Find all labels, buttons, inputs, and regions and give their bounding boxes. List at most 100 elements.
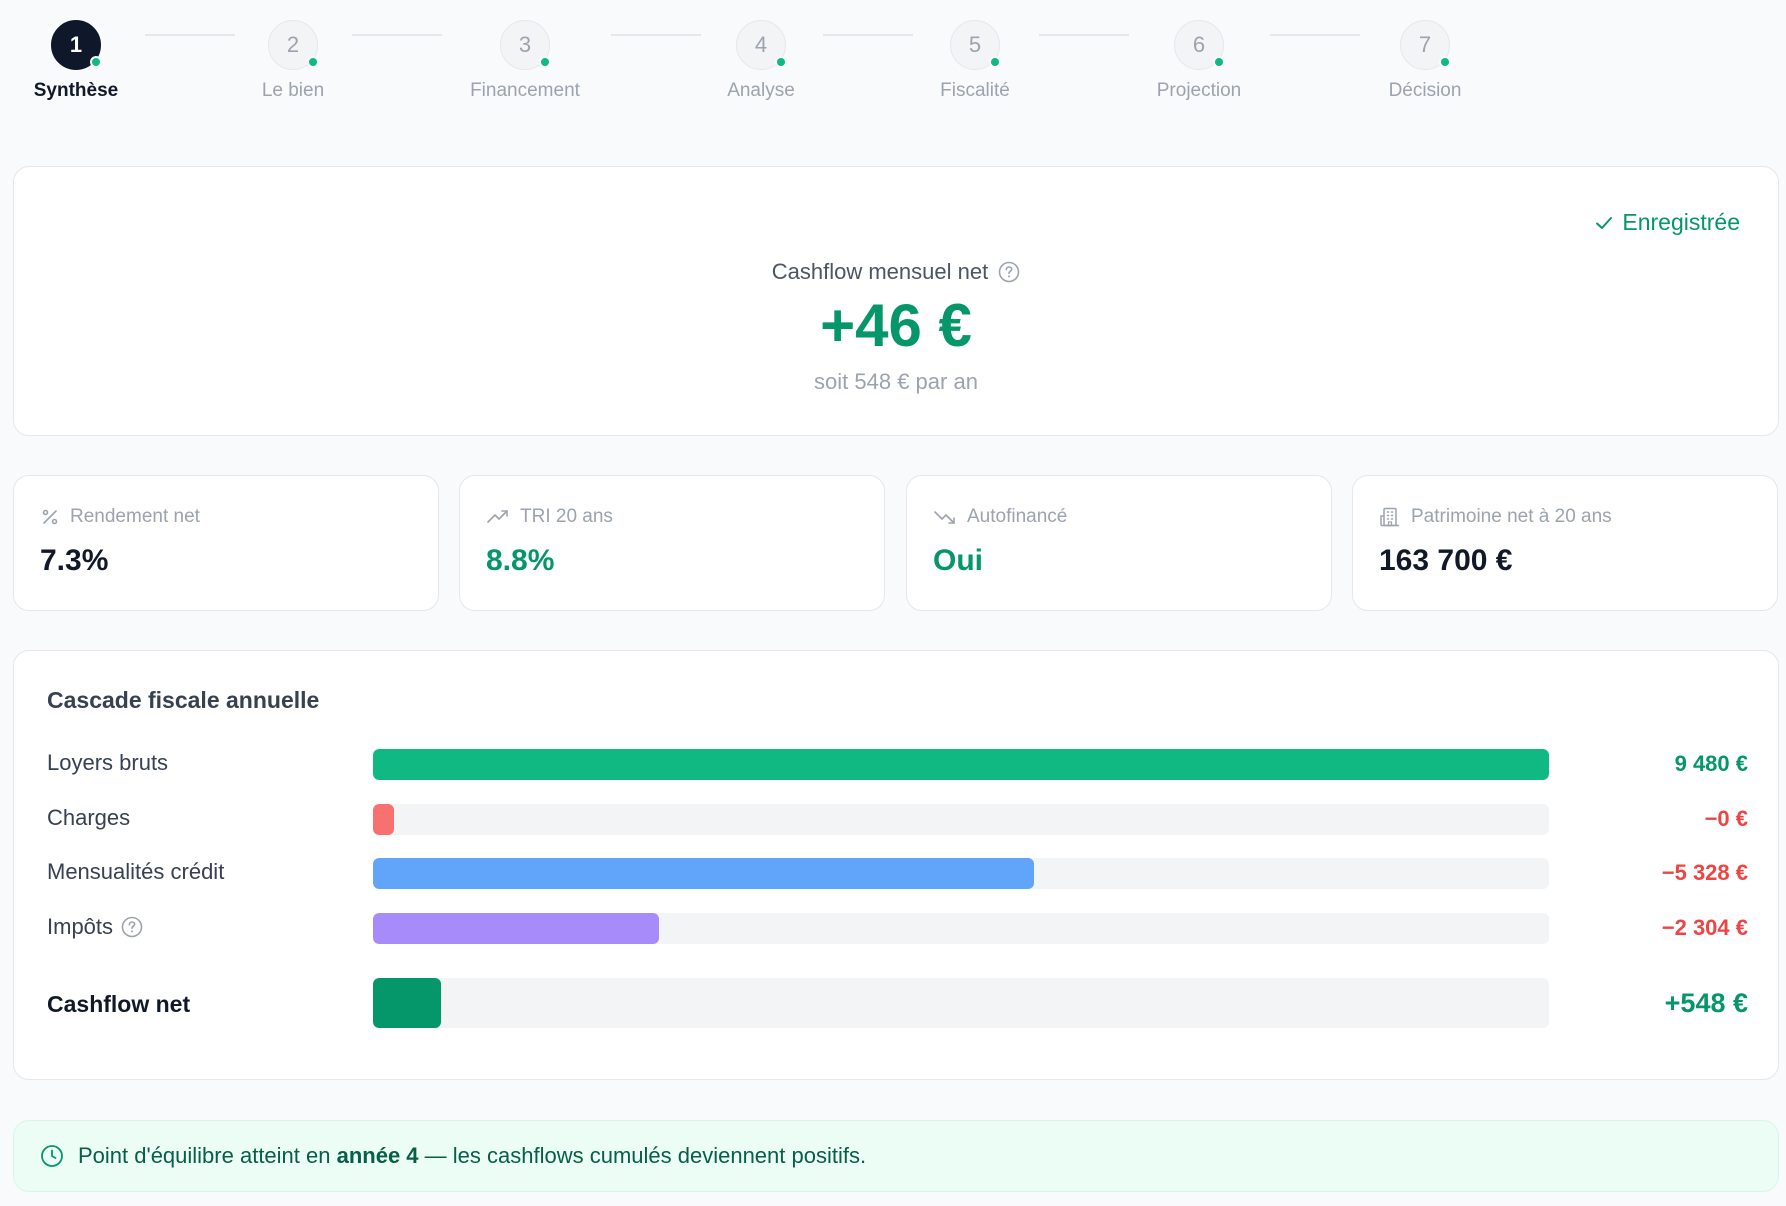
row-value: −2 304 € — [1661, 915, 1748, 940]
kpi-value: 8.8% — [486, 544, 555, 577]
kpi-header: Patrimoine net à 20 ans — [1379, 506, 1612, 528]
building-icon — [1380, 507, 1399, 527]
step-number-text: 4 — [754, 32, 768, 57]
step-number-text: 1 — [69, 32, 83, 57]
step-complete-dot — [90, 56, 102, 68]
step-complete-dot — [989, 56, 1001, 68]
step-complete-dot — [1439, 56, 1451, 68]
step-connector — [352, 34, 442, 36]
kpi-label: Rendement net — [70, 506, 200, 527]
kpi-value: 163 700 € — [1379, 544, 1513, 577]
trending-up-icon — [487, 510, 508, 523]
row-bar-track — [373, 804, 1549, 835]
row-bar-fill — [373, 858, 1034, 889]
row-label: Impôts — [47, 914, 143, 940]
kpi-card-rendement: Rendement net 7.3% — [13, 475, 439, 611]
row-value: 9 480 € — [1674, 751, 1748, 776]
trending-down-icon — [934, 511, 955, 524]
banner-text-after: — les cashflows cumulés deviennent posit… — [418, 1143, 867, 1168]
banner-text: Point d'équilibre atteint en année 4 — l… — [78, 1143, 866, 1169]
row-bar-fill — [373, 804, 395, 835]
step-3[interactable]: 3 Financement — [455, 20, 595, 102]
row-bar-fill — [373, 913, 659, 944]
row-value: +548 € — [1664, 988, 1748, 1018]
banner-text-before: Point d'équilibre atteint en — [78, 1143, 337, 1168]
step-number: 6 — [1174, 20, 1225, 70]
kpi-card-patrimoine: Patrimoine net à 20 ans 163 700 € — [1352, 475, 1778, 611]
cashflow-label: Cashflow mensuel net — [771, 259, 989, 284]
step-1[interactable]: 1 Synthèse — [6, 20, 146, 102]
step-label: Projection — [1156, 80, 1242, 101]
row-label-text: Cashflow net — [47, 991, 191, 1017]
step-6[interactable]: 6 Projection — [1129, 20, 1269, 102]
kpi-header: TRI 20 ans — [486, 506, 613, 528]
row-bar-track — [373, 858, 1549, 889]
step-connector — [611, 34, 701, 36]
step-number: 4 — [736, 20, 787, 70]
kpi-label: Autofinancé — [967, 506, 1068, 527]
step-number-text: 7 — [1418, 32, 1432, 57]
step-number-text: 5 — [968, 32, 982, 57]
step-number: 2 — [268, 20, 319, 70]
step-connector — [1270, 34, 1360, 36]
step-number-text: 2 — [286, 32, 300, 57]
step-label: Analyse — [727, 80, 795, 101]
row-bar-track — [373, 749, 1549, 780]
step-number: 7 — [1400, 20, 1451, 70]
row-label: Charges — [47, 805, 130, 831]
step-label: Fiscalité — [940, 80, 1010, 101]
step-label: Financement — [470, 80, 580, 101]
row-value: −0 € — [1704, 806, 1748, 831]
step-number: 5 — [950, 20, 1001, 70]
row-label: Cashflow net — [47, 991, 190, 1018]
step-connector — [1039, 34, 1129, 36]
step-5[interactable]: 5 Fiscalité — [905, 20, 1045, 102]
cascade-title: Cascade fiscale annuelle — [47, 687, 320, 713]
step-label: Synthèse — [33, 80, 119, 101]
step-complete-dot — [1213, 56, 1225, 68]
step-4[interactable]: 4 Analyse — [691, 20, 831, 102]
saved-status-label: Enregistrée — [1622, 209, 1740, 235]
cascade-fiscale-card: Cascade fiscale annuelle Loyers bruts 9 … — [13, 650, 1779, 1080]
clock-icon — [41, 1145, 63, 1167]
row-bar-fill — [373, 749, 1549, 780]
row-label: Mensualités crédit — [47, 859, 224, 885]
row-label-text: Mensualités crédit — [47, 859, 225, 884]
row-value: −5 328 € — [1661, 860, 1748, 885]
kpi-value: Oui — [933, 544, 983, 577]
break-even-banner: Point d'équilibre atteint en année 4 — l… — [13, 1120, 1779, 1192]
row-label-text: Charges — [47, 805, 131, 830]
kpi-label: TRI 20 ans — [520, 506, 613, 527]
step-number: 3 — [500, 20, 551, 70]
help-icon[interactable] — [998, 261, 1020, 283]
help-icon[interactable] — [121, 916, 143, 938]
step-complete-dot — [539, 56, 551, 68]
row-label-text: Loyers bruts — [47, 750, 169, 775]
kpi-label: Patrimoine net à 20 ans — [1411, 506, 1612, 527]
banner-highlight: année 4 — [336, 1143, 419, 1168]
percent-icon — [42, 509, 58, 525]
step-complete-dot — [775, 56, 787, 68]
step-7[interactable]: 7 Décision — [1355, 20, 1495, 102]
step-label: Décision — [1388, 80, 1462, 101]
row-label: Loyers bruts — [47, 750, 168, 776]
cashflow-annual: soit 548 € par an — [814, 369, 978, 394]
kpi-header: Rendement net — [40, 506, 200, 528]
cashflow-label-row: Cashflow mensuel net — [14, 259, 1778, 285]
step-number-text: 6 — [1192, 32, 1206, 57]
saved-status: Enregistrée — [1594, 209, 1740, 236]
cashflow-value: +46 € — [820, 292, 972, 359]
step-number: 1 — [51, 20, 102, 70]
kpi-card-autofinance: Autofinancé Oui — [906, 475, 1332, 611]
row-bar-fill — [373, 978, 442, 1028]
step-label: Le bien — [261, 80, 325, 101]
step-connector — [823, 34, 913, 36]
step-2[interactable]: 2 Le bien — [223, 20, 363, 102]
step-complete-dot — [307, 56, 319, 68]
kpi-value: 7.3% — [40, 544, 109, 577]
kpi-header: Autofinancé — [933, 506, 1067, 528]
row-bar-track — [373, 913, 1549, 944]
step-connector — [145, 34, 235, 36]
check-icon — [1596, 216, 1613, 229]
